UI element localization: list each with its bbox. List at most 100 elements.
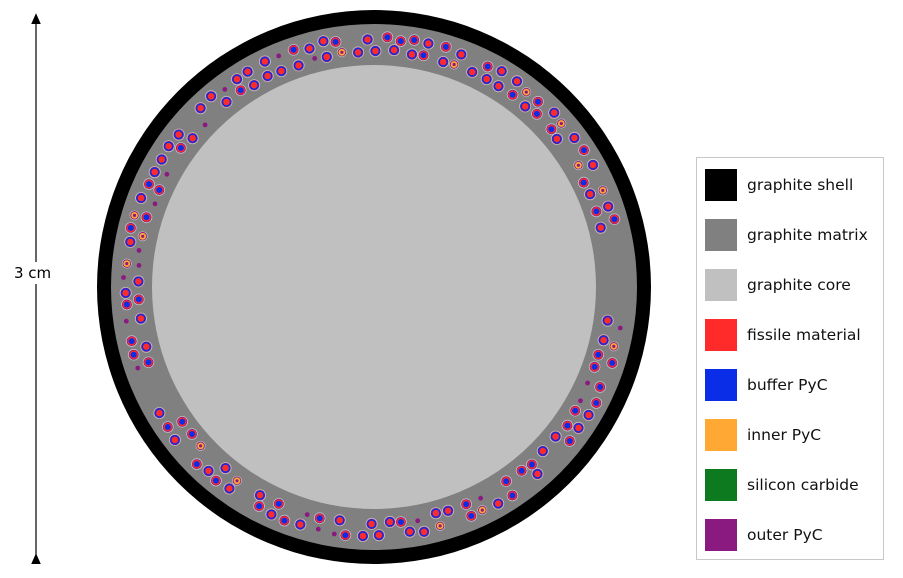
fuel-particle [590,205,603,218]
fuel-particle [602,200,615,213]
fuel-particles-group [119,31,623,543]
fuel-particle [584,188,597,201]
fuel-particle [186,132,199,145]
fuel-particle [119,286,132,299]
fuel-particle [287,43,300,56]
fuel-particle [519,100,532,113]
fuel-particle [466,66,479,79]
fuel-particle [422,37,435,50]
fuel-particle [125,335,138,347]
fuel-particle [148,166,161,179]
fuel-particle [480,73,493,86]
legend-item-graphite-matrix: graphite matrix [705,219,881,251]
fuel-particle [563,435,576,447]
fuel-particle [548,106,561,119]
fuel-particle [594,381,606,393]
fuel-particle [186,428,198,440]
fuel-particle [129,210,140,221]
fuel-particle [127,348,140,361]
fuel-particle [478,495,483,501]
fuel-particle [202,464,215,477]
fuel-particle [162,140,175,153]
legend-label-fissile-material: fissile material [747,326,861,344]
legend: graphite shell graphite matrix graphite … [696,157,884,560]
fuel-particle [592,348,605,361]
fuel-particle [597,334,610,347]
fuel-particle [132,275,145,288]
scale-label: 3 cm [14,262,52,284]
fuel-particle [276,53,282,59]
fuel-particle [140,211,153,224]
fuel-particle [313,512,326,524]
fuel-particle [121,258,132,269]
fuel-particle [590,397,603,409]
fuel-particle [594,221,607,234]
fuel-particle [191,458,203,470]
fuel-particle [582,408,595,421]
fuel-particle [153,184,166,196]
fuel-particle [545,123,558,135]
fuel-particle [608,341,619,352]
fuel-particle [317,35,330,48]
fuel-particle [223,482,236,495]
fuel-particle [135,191,148,204]
legend-label-silicon-carbide: silicon carbide [747,476,859,494]
fuel-particle [303,42,316,55]
legend-swatch-outer-pyc [705,519,737,551]
fuel-particle [315,526,321,532]
fuel-particle [153,406,166,419]
fuel-particle [437,56,450,69]
fuel-particle [248,79,261,92]
legend-label-inner-pyc: inner PyC [747,426,822,444]
legend-item-graphite-shell: graphite shell [705,169,881,201]
legend-item-inner-pyc: inner PyC [705,419,881,451]
fuel-particle [550,132,563,145]
fuel-particle [585,380,590,386]
fuel-particle [394,35,407,47]
fuel-particle [294,518,307,531]
legend-item-silicon-carbide: silicon carbide [705,469,881,501]
fuel-particle [253,489,266,502]
fuel-particle [440,41,452,53]
fuel-particle [435,520,446,531]
fuel-particle [142,356,155,369]
fuel-particle [135,365,141,371]
fuel-particle [369,45,382,58]
legend-swatch-graphite-shell [705,169,737,201]
fuel-particle [202,122,208,128]
fuel-particle [143,178,155,190]
fuel-particle [606,357,618,369]
fuel-particle [506,489,519,502]
fuel-particle [133,293,145,306]
fuel-particle [140,340,153,353]
fuel-particle [194,102,207,115]
fuel-particle [506,89,519,101]
fuel-particle [232,475,242,486]
legend-swatch-fissile-material [705,319,737,351]
fuel-particle [578,398,583,404]
fuel-particle [510,75,523,88]
fuel-particle [536,445,549,458]
fuel-particle [210,474,222,487]
fuel-particle [124,235,137,248]
fuel-particle [234,84,247,96]
fuel-particle [531,467,544,480]
legend-swatch-buffer-pyc [705,369,737,401]
fuel-particle [403,525,416,538]
fuel-particle [152,201,158,207]
fuel-particle [495,65,508,78]
fuel-particle [568,131,581,144]
fuel-particle [134,312,147,325]
fuel-particle [320,50,333,63]
fuel-particle [125,222,137,234]
fuel-particle [408,34,421,46]
fuel-particle [449,59,460,70]
fuel-particle [253,500,265,512]
legend-label-graphite-matrix: graphite matrix [747,226,868,244]
fuel-particle [258,55,271,68]
legend-label-outer-pyc: outer PyC [747,526,823,544]
fuel-particle [549,430,562,443]
legend-label-graphite-core: graphite core [747,276,851,294]
fuel-particle [381,31,394,44]
